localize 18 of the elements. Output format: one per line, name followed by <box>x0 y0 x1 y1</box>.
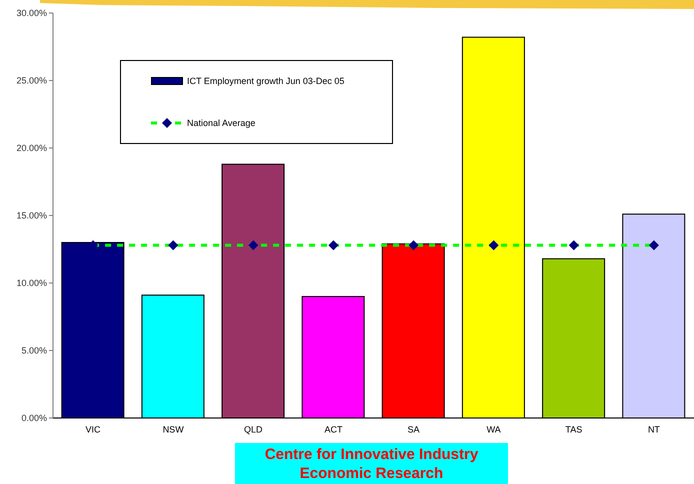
y-tick-label: 15.00% <box>16 210 47 221</box>
y-tick-label: 25.00% <box>16 76 47 86</box>
x-tick-label: NT <box>648 424 660 434</box>
x-tick-label: QLD <box>244 424 264 434</box>
y-tick-label: 20.00% <box>16 143 47 154</box>
legend-label: National Average <box>187 118 256 128</box>
x-tick-label: SA <box>408 424 420 434</box>
y-tick-label: 10.00% <box>16 278 47 288</box>
y-tick-label: 30.00% <box>16 8 47 18</box>
legend-label: ICT Employment growth Jun 03-Dec 05 <box>187 76 344 86</box>
y-tick-label: 5.00% <box>21 346 47 356</box>
x-tick-label: NSW <box>162 424 184 434</box>
x-tick-label: VIC <box>86 424 102 434</box>
x-tick-label: TAS <box>565 424 582 434</box>
x-tick-label: ACT <box>324 424 343 434</box>
text: Centre for Innovative Industry Economic Research <box>235 443 508 484</box>
x-tick-label: WA <box>486 424 501 434</box>
y-tick-label: 0.00% <box>21 413 47 424</box>
